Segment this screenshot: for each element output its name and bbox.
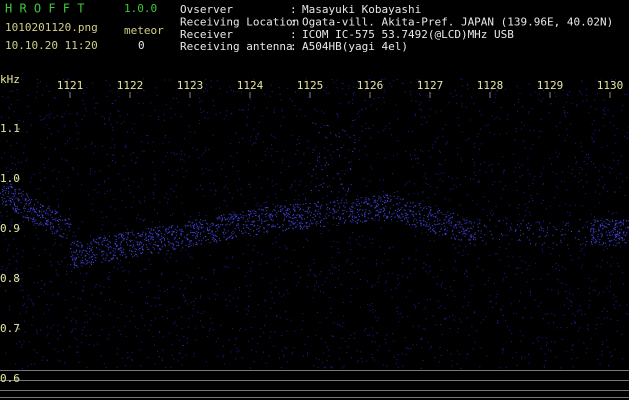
info-value: A504HB(yagi 4el) [302,40,408,53]
x-label: 1125 [297,79,324,92]
meteor-count: 0 [138,39,145,52]
y-label: 1.0 [0,172,20,185]
y-label: 0.9 [0,222,20,235]
x-label: 1121 [57,79,84,92]
x-label: 1124 [237,79,264,92]
info-label: Ovserver [180,3,233,16]
y-label: 0.6 [0,372,20,385]
baseline-lines [0,370,629,398]
info-separator: : [290,40,297,53]
x-label: 1127 [417,79,444,92]
app-version: 1.0.0 [124,2,157,15]
info-separator: : [290,3,297,16]
info-value: ICOM IC-575 53.7492(@LCD)MHz USB [302,28,514,41]
info-label: Receiving Location [180,15,299,28]
axis-unit: kHz [0,73,20,86]
info-value: Ogata-vill. Akita-Pref. JAPAN (139.96E, … [302,15,613,28]
y-label: 1.1 [0,122,20,135]
x-label: 1129 [537,79,564,92]
datetime: 10.10.20 11:20 [5,39,98,52]
info-value: Masayuki Kobayashi [302,3,421,16]
meteor-label: meteor [124,24,164,37]
x-label: 1128 [477,79,504,92]
y-label: 0.8 [0,272,20,285]
x-label: 1130 [597,79,624,92]
file-name: 1010201120.png [5,21,98,34]
info-label: Receiver [180,28,233,41]
y-label: 0.7 [0,322,20,335]
info-separator: : [290,15,297,28]
x-label: 1122 [117,79,144,92]
info-label: Receiving antenna [180,40,293,53]
app-name: H R O F F T [5,2,84,16]
info-separator: : [290,28,297,41]
x-label: 1126 [357,79,384,92]
x-label: 1123 [177,79,204,92]
